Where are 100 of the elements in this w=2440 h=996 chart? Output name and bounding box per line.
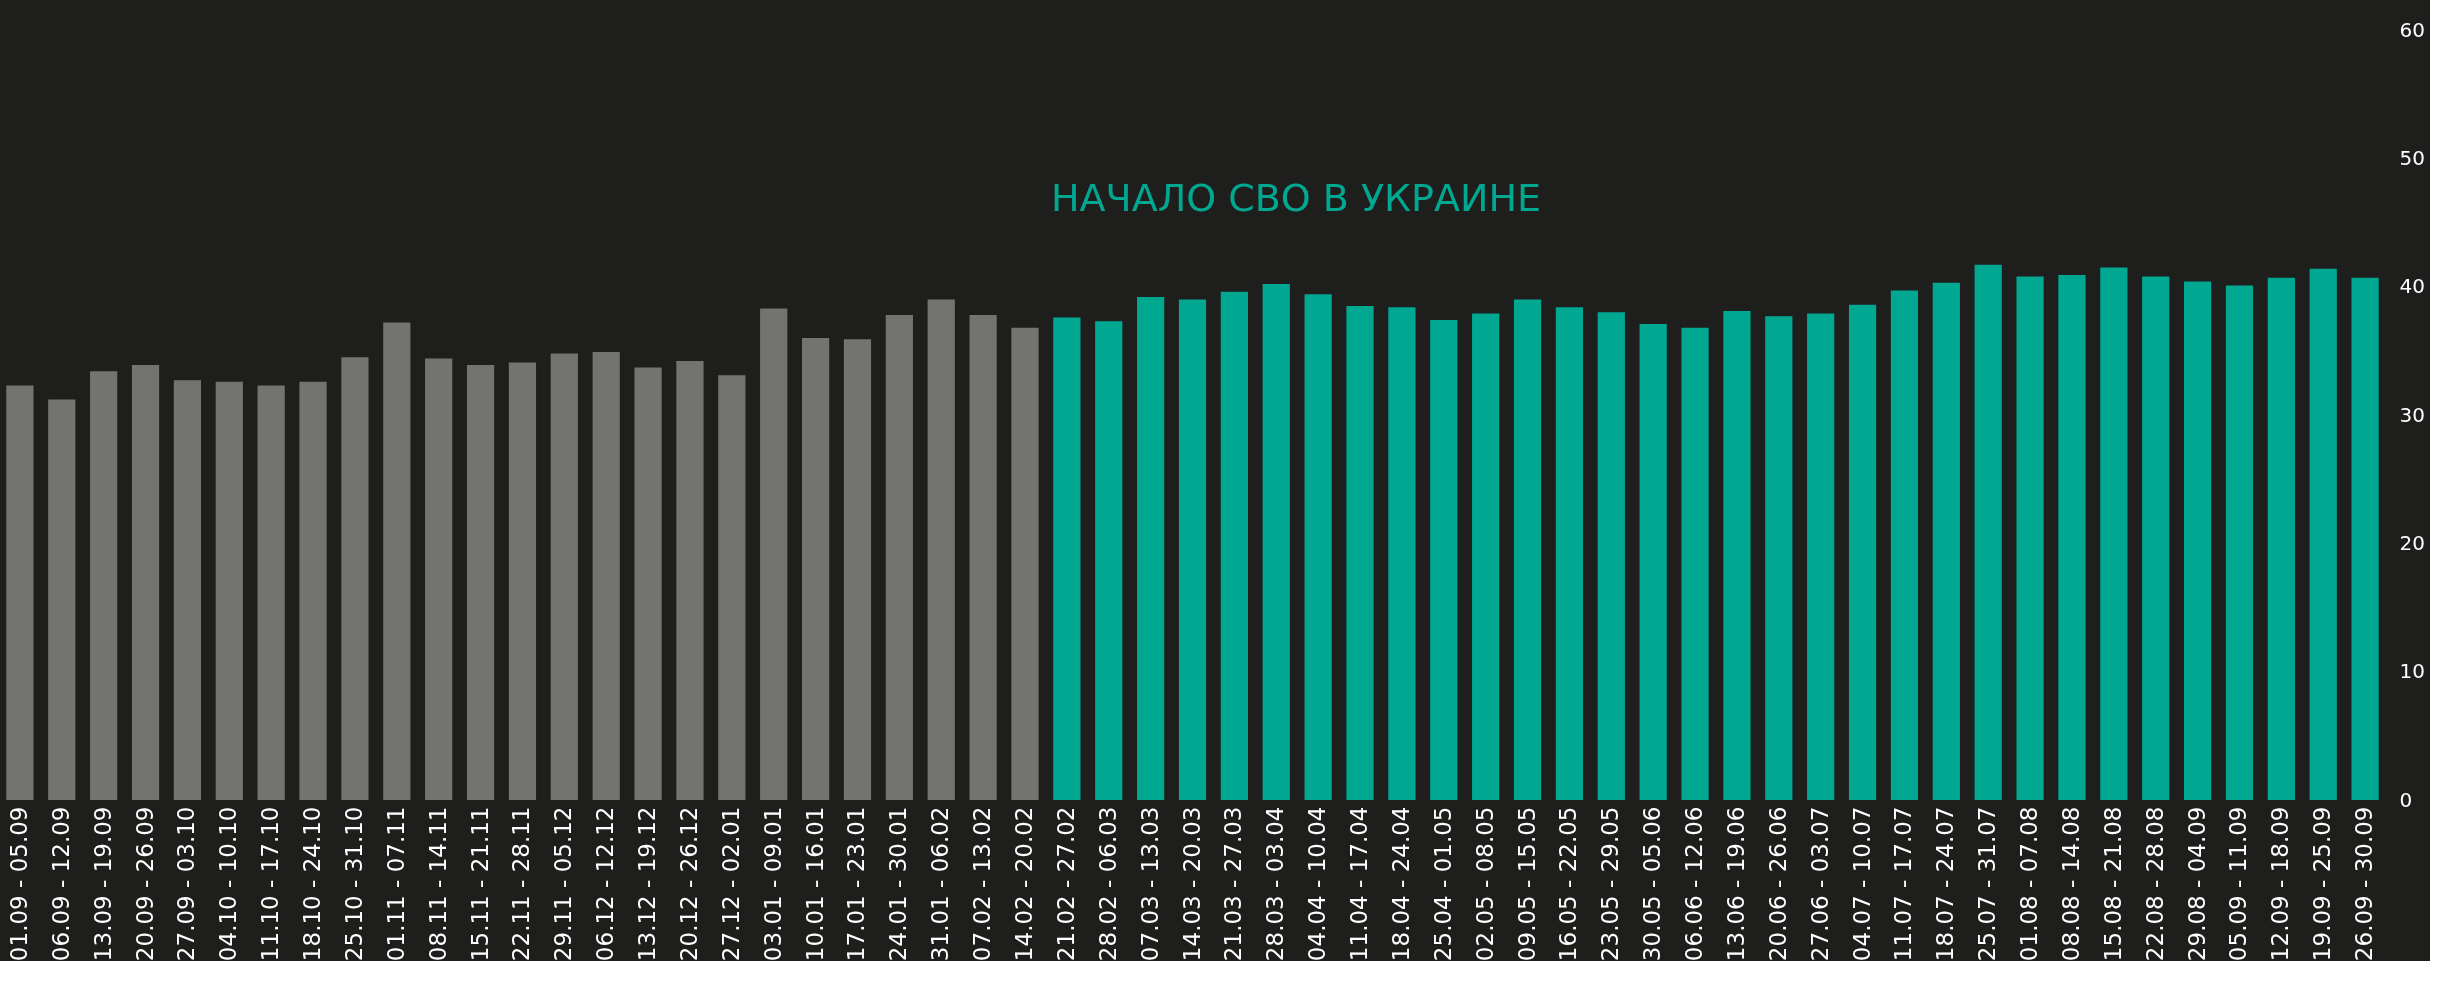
x-tick-label: 18.10 - 24.10 — [299, 806, 326, 962]
x-tick-label: 20.09 - 26.09 — [131, 806, 158, 962]
bar — [2100, 267, 2128, 800]
y-tick-label: 20 — [2399, 530, 2425, 555]
bar — [927, 299, 955, 800]
bar — [1807, 313, 1835, 800]
bar — [215, 381, 243, 800]
bar — [1723, 311, 1751, 800]
bar — [718, 375, 746, 800]
x-tick-label: 03.01 - 09.01 — [759, 806, 786, 962]
x-tick-label: 13.06 - 19.06 — [1722, 806, 1749, 962]
bar — [2351, 277, 2379, 800]
x-tick-label: 06.06 - 12.06 — [1681, 806, 1708, 962]
bar — [383, 322, 411, 800]
bar — [1681, 327, 1709, 800]
x-tick-label: 04.10 - 10.10 — [215, 806, 242, 962]
bar — [1304, 294, 1332, 800]
bar — [592, 352, 620, 800]
bar — [1262, 284, 1290, 800]
bar — [2142, 276, 2170, 800]
bar — [1597, 312, 1625, 800]
x-tick-label: 27.06 - 03.07 — [1806, 806, 1833, 962]
x-tick-label: 04.04 - 10.04 — [1304, 806, 1331, 962]
x-tick-label: 25.07 - 31.07 — [1974, 806, 2001, 962]
x-tick-label: 25.10 - 31.10 — [340, 806, 367, 962]
x-tick-label: 06.12 - 12.12 — [592, 806, 619, 962]
bar — [1346, 305, 1374, 800]
x-tick-label: 22.08 - 28.08 — [2141, 806, 2168, 962]
x-tick-label: 08.08 - 14.08 — [2057, 806, 2084, 962]
y-tick-label: 10 — [2399, 659, 2425, 684]
x-tick-label: 11.04 - 17.04 — [1346, 806, 1373, 962]
bar — [1765, 316, 1793, 800]
x-tick-label: 28.02 - 06.03 — [1094, 806, 1121, 962]
bar — [2016, 276, 2044, 800]
bar — [1932, 282, 1960, 800]
bar — [1513, 299, 1542, 800]
x-tick-label: 18.07 - 24.07 — [1932, 806, 1959, 962]
x-tick-label: 14.03 - 20.03 — [1178, 806, 1205, 962]
bar — [466, 364, 495, 800]
x-tick-label: 17.01 - 23.01 — [843, 806, 870, 962]
x-tick-label: 09.05 - 15.05 — [1513, 806, 1540, 962]
x-tick-label: 24.01 - 30.01 — [885, 806, 912, 962]
x-tick-label: 22.11 - 28.11 — [508, 806, 535, 962]
bar — [1472, 313, 1500, 800]
x-tick-label: 07.02 - 13.02 — [969, 806, 996, 962]
bar — [2309, 268, 2337, 800]
x-tick-label: 11.10 - 17.10 — [257, 806, 284, 962]
bar — [969, 314, 997, 800]
x-tick-label: 13.09 - 19.09 — [89, 806, 116, 962]
bar — [1011, 327, 1039, 800]
bar — [299, 381, 327, 800]
bar — [885, 314, 913, 800]
x-tick-label: 15.11 - 21.11 — [466, 806, 493, 962]
x-tick-label: 21.03 - 27.03 — [1220, 806, 1247, 962]
x-tick-label: 04.07 - 10.07 — [1848, 806, 1875, 962]
bar — [508, 362, 537, 800]
bar — [1890, 290, 1919, 800]
x-tick-label: 28.03 - 03.04 — [1262, 806, 1289, 962]
x-tick-label: 02.05 - 08.05 — [1471, 806, 1498, 962]
bar — [2058, 275, 2086, 800]
bar — [1555, 307, 1584, 800]
x-tick-label: 08.11 - 14.11 — [424, 806, 451, 962]
x-tick-label: 30.05 - 05.06 — [1639, 806, 1666, 962]
y-tick-label: 60 — [2399, 17, 2425, 42]
x-tick-label: 25.04 - 01.05 — [1429, 806, 1456, 962]
bar — [1388, 307, 1416, 800]
x-tick-label: 15.08 - 21.08 — [2099, 806, 2126, 962]
bar — [676, 361, 704, 800]
bar — [801, 338, 830, 800]
x-tick-label: 01.08 - 07.08 — [2016, 806, 2043, 962]
x-tick-label: 16.05 - 22.05 — [1555, 806, 1582, 962]
bar — [341, 357, 369, 800]
bar — [1639, 323, 1667, 800]
bar — [1974, 264, 2002, 800]
bar — [425, 358, 453, 800]
x-tick-label: 12.09 - 18.09 — [2267, 806, 2294, 962]
x-tick-label: 13.12 - 19.12 — [634, 806, 661, 962]
y-tick-label: 30 — [2399, 402, 2425, 427]
bar — [2225, 285, 2254, 800]
bar — [1137, 296, 1165, 800]
bar — [1053, 317, 1081, 800]
bar — [1220, 291, 1248, 800]
bar — [48, 399, 76, 800]
x-tick-label: 20.06 - 26.06 — [1764, 806, 1791, 962]
bar — [634, 367, 662, 800]
x-tick-label: 01.09 - 05.09 — [5, 806, 32, 962]
x-tick-label: 23.05 - 29.05 — [1597, 806, 1624, 962]
x-tick-label: 27.12 - 02.01 — [717, 806, 744, 962]
x-tick-label: 11.07 - 17.07 — [1890, 806, 1917, 962]
y-tick-label: 0 — [2399, 787, 2413, 812]
bar — [1178, 299, 1207, 800]
x-tick-label: 05.09 - 11.09 — [2225, 806, 2252, 962]
x-tick-label: 14.02 - 20.02 — [1010, 806, 1037, 962]
bar — [6, 385, 34, 800]
x-tick-label: 06.09 - 12.09 — [47, 806, 74, 962]
bar — [90, 371, 118, 800]
annotation: НАЧАЛО СВО В УКРАИНЕ — [1051, 176, 1541, 220]
bar — [550, 353, 578, 800]
x-tick-label: 29.08 - 04.09 — [2183, 806, 2210, 962]
bar — [2267, 277, 2295, 800]
